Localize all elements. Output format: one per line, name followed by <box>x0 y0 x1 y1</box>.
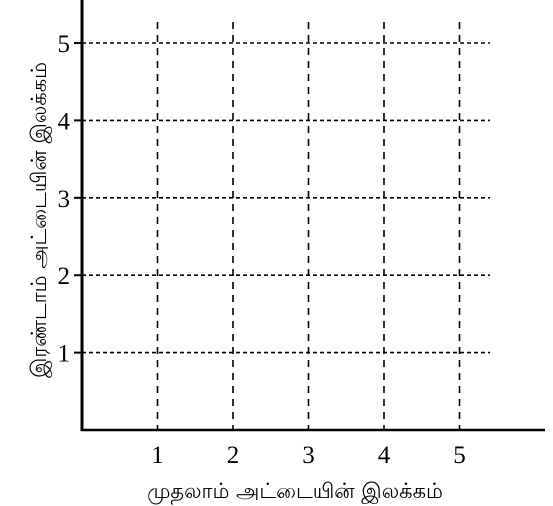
x-tick-label-5: 5 <box>453 442 466 469</box>
y-axis-label: இரண்டாம் அட்டையின் இலக்கம் <box>27 62 52 378</box>
x-axis-label: முதலாம் அட்டையின் இலக்கம் <box>147 479 443 505</box>
x-tick-label-4: 4 <box>378 442 391 469</box>
x-tick-label-1: 1 <box>151 442 164 469</box>
grid <box>82 22 490 430</box>
y-tick-label-5: 5 <box>58 31 71 58</box>
x-tick-label-3: 3 <box>302 442 315 469</box>
y-tick-label-3: 3 <box>58 186 71 213</box>
x-tick-label-2: 2 <box>227 442 240 469</box>
axes <box>74 0 545 432</box>
y-tick-label-2: 2 <box>58 263 71 290</box>
tick-labels: 1 2 3 4 5 1 2 3 4 5 <box>58 31 466 469</box>
y-tick-label-1: 1 <box>58 341 71 368</box>
y-tick-label-4: 4 <box>58 108 71 135</box>
